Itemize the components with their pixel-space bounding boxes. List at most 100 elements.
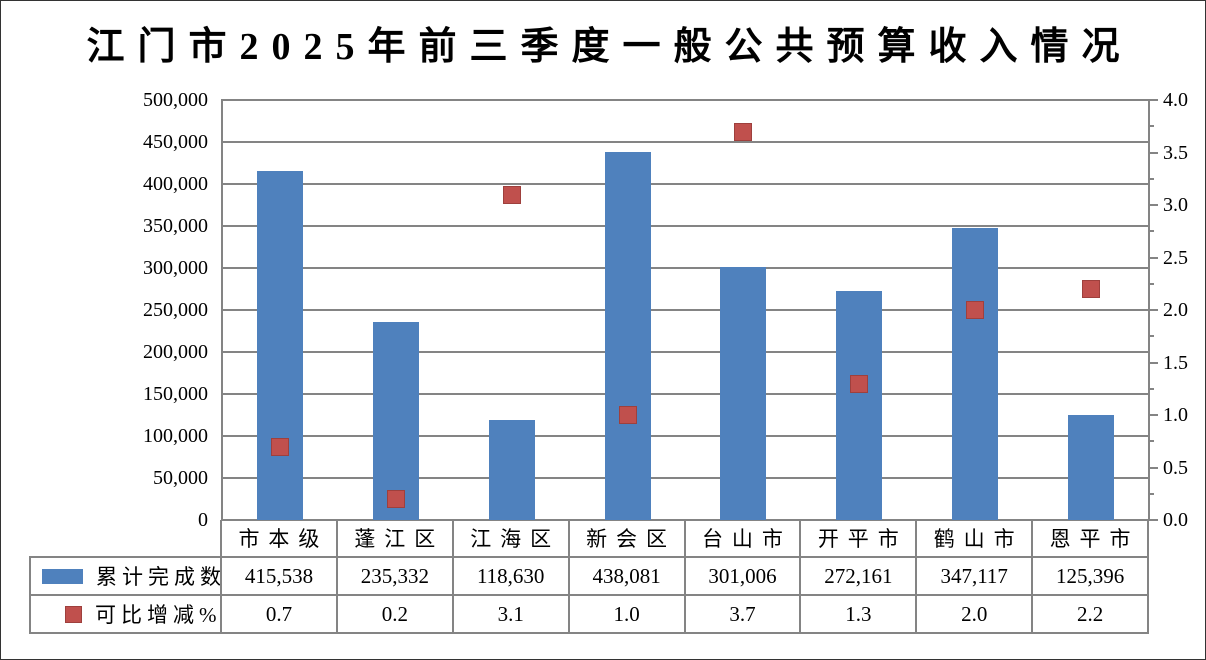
marker bbox=[850, 374, 869, 393]
gridline bbox=[222, 183, 1149, 185]
legend-marker-swatch bbox=[65, 605, 82, 623]
bar bbox=[604, 152, 651, 520]
bar bbox=[256, 170, 303, 520]
left-axis-label: 250,000 bbox=[143, 299, 208, 321]
right-axis-label: 0.0 bbox=[1163, 509, 1188, 531]
category-cell-8: 恩平市 bbox=[1033, 520, 1149, 558]
legend-label-2: 可比增减% bbox=[95, 603, 222, 627]
value-cell-2-3-text: 3.1 bbox=[497, 601, 524, 626]
category-cell-7-text: 鹤山市 bbox=[933, 527, 1024, 551]
right-axis-minor-tick bbox=[1150, 335, 1154, 338]
category-cell-3: 江海区 bbox=[453, 520, 570, 558]
right-axis-minor-tick bbox=[1150, 440, 1154, 443]
right-axis-minor-tick bbox=[1150, 282, 1154, 285]
left-axis-label: 100,000 bbox=[143, 425, 208, 447]
value-cell-1-2: 235,332 bbox=[337, 558, 454, 596]
gridline bbox=[222, 267, 1149, 269]
bar bbox=[372, 322, 419, 520]
gridline bbox=[222, 99, 1149, 101]
data-table: 市本级 蓬江区 江海区 新会区 台山市 开平市 鹤山市 恩平市 累计完成数 415,538 235,… bbox=[29, 520, 1149, 634]
value-cell-2-6-text: 1.3 bbox=[845, 601, 872, 626]
left-axis-label: 150,000 bbox=[143, 383, 208, 405]
marker bbox=[270, 437, 289, 456]
gridline bbox=[222, 351, 1149, 353]
marker bbox=[966, 301, 985, 319]
right-axis-line bbox=[1148, 99, 1150, 521]
value-cell-2-5: 3.7 bbox=[685, 596, 802, 634]
left-axis-label: 50,000 bbox=[153, 467, 208, 489]
left-axis-label: 400,000 bbox=[143, 173, 208, 195]
gridline bbox=[222, 225, 1149, 227]
value-cell-2-5-text: 3.7 bbox=[729, 601, 756, 626]
right-axis-label: 1.5 bbox=[1163, 351, 1188, 374]
value-cell-1-5-text: 301,006 bbox=[708, 563, 777, 588]
value-cell-2-7-text: 2.0 bbox=[961, 601, 988, 626]
right-axis-label: 4.0 bbox=[1163, 89, 1188, 111]
value-cell-2-8: 2.2 bbox=[1033, 596, 1149, 634]
category-cell-3-text: 江海区 bbox=[470, 527, 561, 551]
gridline bbox=[222, 393, 1149, 395]
value-cell-2-1: 0.7 bbox=[222, 596, 338, 634]
value-cell-1-8-text: 125,396 bbox=[1055, 563, 1125, 588]
marker bbox=[1082, 280, 1101, 298]
value-cell-1-5: 301,006 bbox=[685, 558, 802, 596]
marker bbox=[502, 185, 521, 204]
chart-title-text: 江门市2025年前三季度一般公共预算收入情况 bbox=[86, 26, 1133, 68]
value-cell-1-3: 118,630 bbox=[453, 558, 570, 596]
right-axis-label: 3.0 bbox=[1163, 194, 1188, 216]
value-cell-2-6: 1.3 bbox=[801, 596, 918, 634]
gridline bbox=[222, 477, 1149, 479]
gridline bbox=[222, 309, 1149, 311]
value-cell-1-1: 415,538 bbox=[222, 558, 338, 596]
value-cell-1-8: 125,396 bbox=[1033, 558, 1149, 596]
category-cell-6-text: 开平市 bbox=[817, 527, 908, 551]
value-cell-2-7: 2.0 bbox=[917, 596, 1034, 634]
left-axis-label: 200,000 bbox=[143, 341, 208, 363]
gridline bbox=[222, 519, 1149, 521]
value-cell-1-4: 438,081 bbox=[569, 558, 686, 596]
legend-cell-累计完成数: 累计完成数 bbox=[29, 558, 222, 596]
bar bbox=[1068, 414, 1115, 520]
marker bbox=[618, 406, 637, 424]
right-axis-major-tick bbox=[1150, 309, 1158, 311]
bar bbox=[836, 291, 883, 520]
left-axis-label: 300,000 bbox=[143, 257, 208, 279]
category-cell-7: 鹤山市 bbox=[917, 520, 1034, 558]
left-axis-label: 500,000 bbox=[143, 89, 208, 111]
value-cell-1-6-text: 272,161 bbox=[824, 563, 893, 588]
category-cell-5-text: 台山市 bbox=[701, 527, 792, 551]
gridline bbox=[222, 435, 1149, 437]
right-axis-minor-tick bbox=[1150, 387, 1154, 390]
value-cell-1-3-text: 118,630 bbox=[476, 563, 545, 588]
category-cell-6: 开平市 bbox=[801, 520, 918, 558]
category-cell-2-text: 蓬江区 bbox=[354, 527, 445, 551]
category-cell-1-text: 市本级 bbox=[238, 527, 329, 551]
right-axis-major-tick bbox=[1150, 151, 1158, 154]
value-cell-1-7-text: 347,117 bbox=[940, 563, 1008, 588]
bar bbox=[720, 267, 767, 520]
category-cell-2: 蓬江区 bbox=[337, 520, 454, 558]
category-cell-8-text: 恩平市 bbox=[1049, 527, 1140, 551]
left-axis-label: 350,000 bbox=[143, 215, 208, 237]
value-cell-2-4-text: 1.0 bbox=[613, 601, 640, 626]
value-cell-1-7: 347,117 bbox=[917, 558, 1034, 596]
legend-bar-swatch bbox=[42, 568, 83, 584]
right-axis-major-tick bbox=[1150, 256, 1158, 259]
bar bbox=[952, 228, 999, 520]
bar bbox=[488, 420, 535, 520]
value-cell-2-8-text: 2.2 bbox=[1076, 601, 1104, 626]
right-axis-minor-tick bbox=[1150, 125, 1154, 128]
value-cell-2-1-text: 0.7 bbox=[265, 601, 293, 626]
right-axis-major-tick bbox=[1150, 519, 1158, 521]
marker bbox=[386, 490, 405, 508]
legend-label-1: 累计完成数 bbox=[96, 565, 222, 589]
right-axis-minor-tick bbox=[1150, 230, 1154, 233]
left-axis-label: 0 bbox=[198, 509, 208, 531]
value-cell-2-3: 3.1 bbox=[453, 596, 570, 634]
right-axis-major-tick bbox=[1150, 204, 1158, 206]
value-cell-2-2-text: 0.2 bbox=[381, 601, 408, 626]
right-axis-label: 1.0 bbox=[1163, 404, 1188, 426]
left-axis-label: 450,000 bbox=[143, 131, 208, 153]
